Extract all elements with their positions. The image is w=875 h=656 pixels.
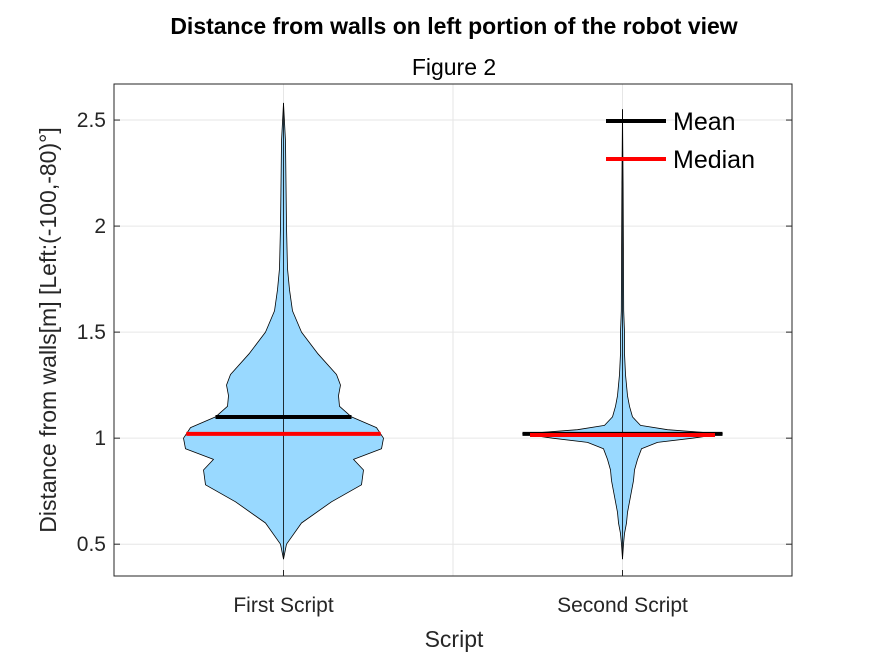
legend: Mean Median	[606, 108, 755, 174]
chart-subtitle: Figure 2	[412, 54, 496, 80]
y-tick-label: 2.5	[77, 109, 106, 132]
y-tick-label: 2	[94, 215, 106, 238]
legend-label-mean: Mean	[673, 108, 736, 136]
x-tick-label: First Script	[233, 594, 334, 617]
y-tick-label: 0.5	[77, 533, 106, 556]
y-tick-label: 1.5	[77, 321, 106, 344]
chart-title: Distance from walls on left portion of t…	[170, 13, 737, 39]
x-tick-label: Second Script	[557, 594, 688, 617]
y-tick-label: 1	[94, 427, 106, 450]
mean-median-lines	[186, 414, 723, 437]
legend-label-median: Median	[673, 146, 755, 174]
x-axis-label: Script	[425, 626, 484, 652]
violins	[183, 102, 723, 560]
y-axis-ticks: 0.5 1 1.5 2 2.5	[77, 109, 792, 556]
y-axis-label: Distance from walls[m] [Left:(-100,-80)°…	[35, 127, 61, 532]
plot-frame	[113, 83, 793, 577]
x-axis-ticks: First Script Second Script	[233, 570, 688, 617]
